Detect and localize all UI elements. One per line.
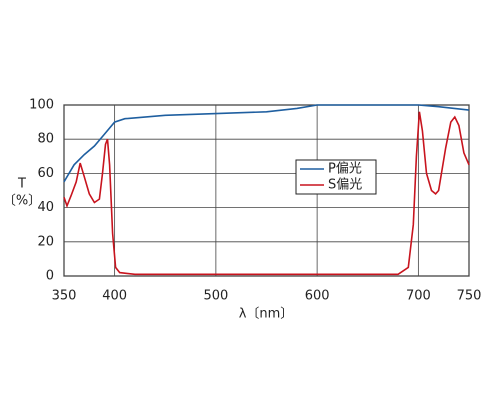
series-line bbox=[63, 111, 470, 276]
y-tick-label: 40 bbox=[37, 200, 54, 215]
y-axis-label: 〔%〕 bbox=[3, 194, 41, 209]
y-tick-label: 100 bbox=[29, 98, 54, 113]
y-tick-label: 80 bbox=[37, 132, 54, 147]
plot-frame bbox=[63, 104, 470, 277]
series-line bbox=[63, 104, 470, 183]
x-tick-label: 500 bbox=[203, 289, 228, 304]
x-tick-label: 600 bbox=[305, 289, 330, 304]
x-tick-label: 350 bbox=[52, 289, 77, 304]
x-tick-label: 750 bbox=[457, 289, 482, 304]
x-tick-label: 700 bbox=[406, 289, 431, 304]
x-axis-label: λ〔nm〕 bbox=[239, 307, 294, 322]
y-tick-label: 60 bbox=[37, 166, 54, 181]
y-tick-label: 20 bbox=[37, 234, 54, 249]
y-tick-label: 0 bbox=[46, 269, 54, 284]
y-axis-label: T bbox=[17, 177, 26, 192]
legend-label: P偏光 bbox=[328, 162, 362, 177]
legend-label: S偏光 bbox=[328, 178, 362, 193]
x-tick-label: 400 bbox=[102, 289, 127, 304]
legend-box bbox=[295, 159, 377, 195]
